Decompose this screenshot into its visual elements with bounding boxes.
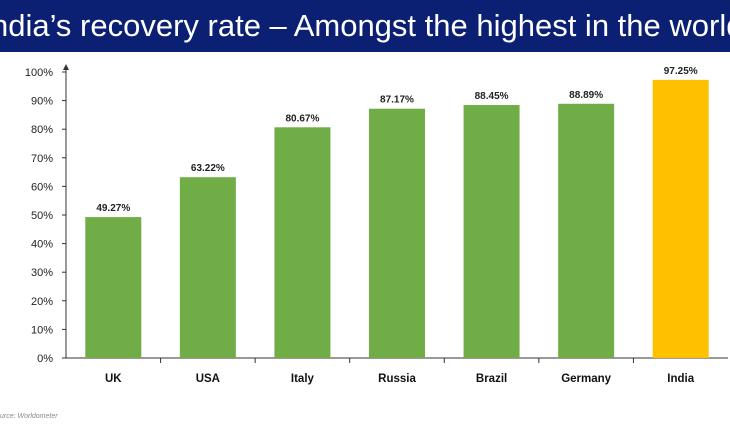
category-label-italy: Italy	[291, 373, 315, 385]
y-axis-arrow	[63, 64, 69, 70]
category-label-uk: UK	[105, 373, 122, 385]
bar-italy	[274, 127, 331, 358]
bar-brazil	[463, 105, 520, 358]
bar-germany	[558, 103, 615, 358]
page-title: ndia’s recovery rate – Amongst the highe…	[0, 8, 730, 43]
y-tick-label: 100%	[25, 67, 53, 79]
data-label-uk: 49.27%	[96, 203, 130, 214]
title-banner: ndia’s recovery rate – Amongst the highe…	[0, 0, 730, 52]
data-label-germany: 88.89%	[569, 90, 603, 101]
data-label-italy: 80.67%	[285, 113, 319, 124]
y-tick-label: 80%	[31, 124, 53, 136]
y-tick-label: 40%	[31, 239, 53, 251]
y-tick-label: 50%	[31, 210, 53, 222]
data-label-usa: 63.22%	[191, 163, 225, 174]
data-label-brazil: 88.45%	[475, 91, 509, 102]
data-label-russia: 87.17%	[380, 95, 414, 106]
category-label-usa: USA	[196, 373, 220, 385]
category-label-india: India	[667, 373, 694, 385]
y-tick-label: 30%	[31, 267, 53, 279]
y-tick-label: 10%	[31, 324, 53, 336]
y-tick-label: 70%	[31, 153, 53, 165]
y-tick-label: 60%	[31, 181, 53, 193]
bar-usa	[179, 177, 236, 358]
y-tick-label: 90%	[31, 96, 53, 108]
y-tick-label: 0%	[37, 353, 53, 365]
y-tick-label: 20%	[31, 296, 53, 308]
bar-uk	[85, 217, 142, 358]
source-note: urce: Worldometer	[0, 413, 58, 420]
category-label-brazil: Brazil	[476, 373, 507, 385]
bar-india	[652, 79, 709, 359]
category-label-germany: Germany	[561, 373, 611, 385]
data-label-india: 97.25%	[664, 66, 698, 77]
recovery-rate-bar-chart: 0% 10% 20% 30% 40% 50% 60% 70% 80% 90% 100% 49.27%…	[25, 64, 728, 385]
bar-russia	[369, 108, 425, 358]
category-label-russia: Russia	[378, 373, 416, 385]
